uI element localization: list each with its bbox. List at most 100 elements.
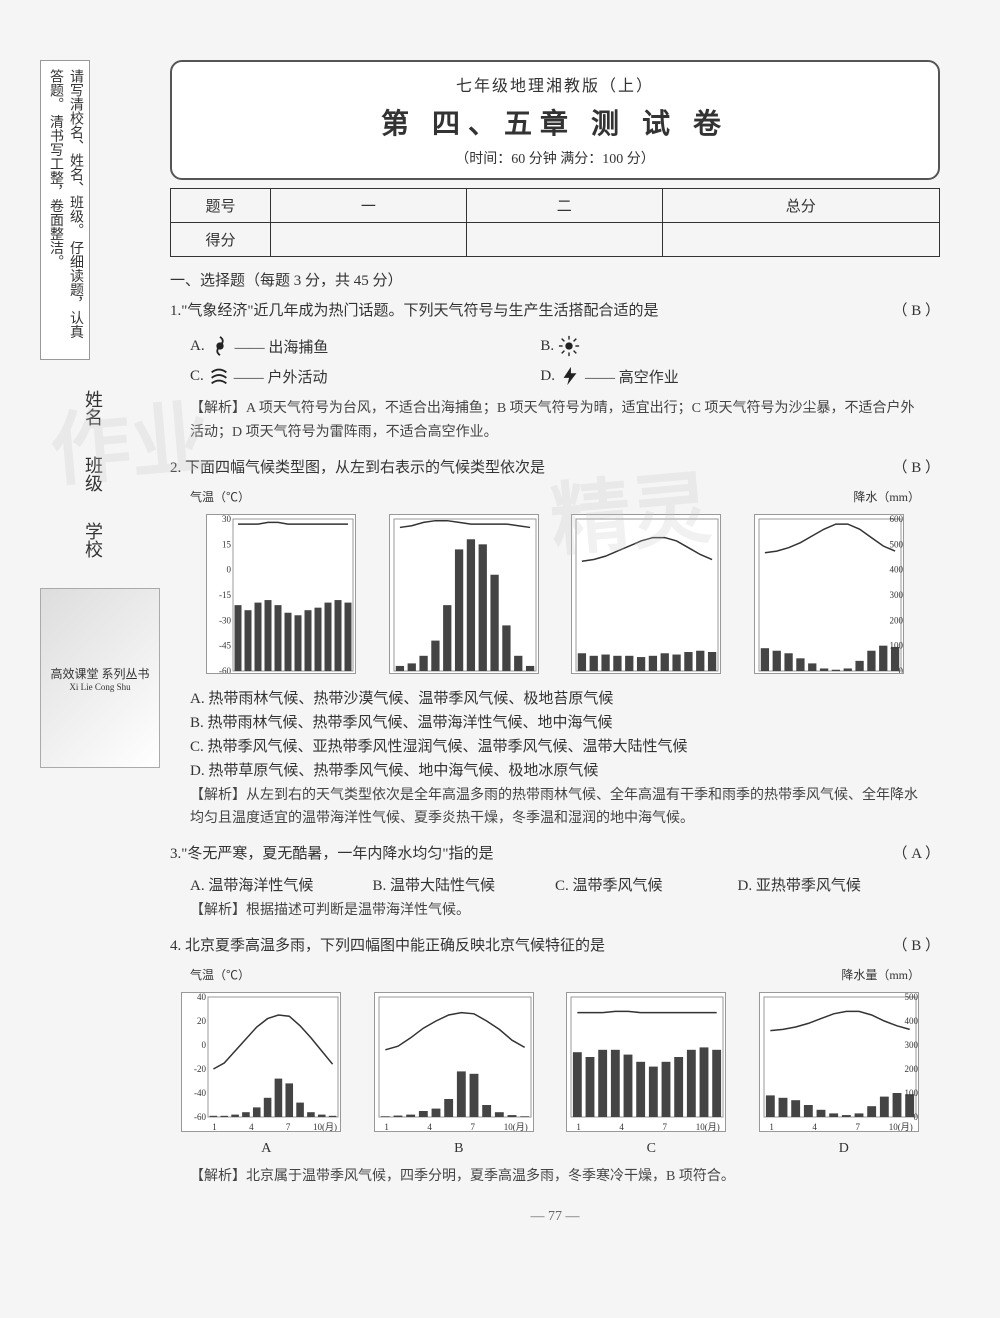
col-header: 二 (466, 189, 662, 223)
svg-text:4: 4 (427, 1122, 432, 1132)
climate-panel: 500400300200100014710(月)D (759, 992, 929, 1157)
svg-text:10(月): 10(月) (313, 1122, 337, 1132)
table-row: 得分 (171, 223, 940, 257)
svg-text:10(月): 10(月) (889, 1122, 913, 1132)
svg-text:200: 200 (889, 615, 903, 625)
climate-chart: 30150-15-30-45-60 (206, 514, 356, 674)
q2-charts: 30150-15-30-45-606005004003002001000 (190, 514, 920, 679)
climate-chart (571, 514, 721, 674)
svg-text:200: 200 (904, 1064, 918, 1074)
sunny-icon (558, 335, 580, 357)
row-label: 得分 (171, 223, 271, 257)
answer: （ A ） (892, 841, 940, 868)
score-cell (662, 223, 939, 257)
score-cell (466, 223, 662, 257)
sandstorm-icon (208, 365, 230, 387)
score-table: 题号 一 二 总分 得分 (170, 188, 940, 257)
question-2: 2. 下面四幅气候类型图，从左到右表示的气候类型依次是 （ B ） (170, 455, 940, 482)
precip-axis-label: 降水量（mm） (841, 966, 920, 983)
svg-text:10(月): 10(月) (696, 1122, 720, 1132)
svg-text:300: 300 (889, 590, 903, 600)
precip-axis-label: 降水（mm） (853, 488, 920, 505)
q2-analysis: 【解析】从左到右的天气类型依次是全年高温多雨的热带雨林气候、全年高温有干季和雨季… (190, 784, 920, 832)
q1-options: A. —— 出海捕鱼 B. C. —— 户外活动 D. —— 高空作业 (190, 331, 920, 391)
header: 七年级地理湘教版（上） 第 四、五章 测 试 卷 （时间：60 分钟 满分：10… (170, 60, 940, 180)
answer: （ B ） (892, 933, 940, 960)
svg-text:1: 1 (384, 1122, 389, 1132)
svg-text:0: 0 (227, 564, 232, 574)
option-d: D. 亚热带季风气候 (738, 874, 921, 895)
header-subject: 七年级地理湘教版（上） (192, 72, 918, 96)
climate-chart: 6005004003002001000 (754, 514, 904, 674)
chart-label: D (759, 1141, 929, 1157)
sidebar: 请写清校名、姓名、班级。 仔细读题，认真答题。 清书写工整，卷面整洁。 姓名 班… (40, 60, 160, 768)
climate-panel: 30150-15-30-45-60 (206, 514, 356, 679)
instructions-box: 请写清校名、姓名、班级。 仔细读题，认真答题。 清书写工整，卷面整洁。 (40, 60, 90, 360)
svg-text:500: 500 (889, 539, 903, 549)
typhoon-icon (209, 335, 231, 357)
svg-text:4: 4 (812, 1122, 817, 1132)
series-badge: 高效课堂 系列丛书 Xi Lie Cong Shu (40, 588, 160, 768)
q3-options: A. 温带海洋性气候 B. 温带大陆性气候 C. 温带季风气候 D. 亚热带季风… (190, 874, 920, 895)
col-header: 总分 (662, 189, 939, 223)
svg-text:7: 7 (286, 1122, 291, 1132)
svg-text:1: 1 (577, 1122, 582, 1132)
header-meta: （时间：60 分钟 满分：100 分） (192, 148, 918, 168)
option-a: A. 热带雨林气候、热带沙漠气候、温带季风气候、极地苔原气候 (190, 687, 960, 708)
q1-analysis: 【解析】A 项天气符号为台风，不适合出海捕鱼；B 项天气符号为晴，适宜出行；C … (190, 397, 920, 445)
chart-label: B (374, 1141, 544, 1157)
svg-text:7: 7 (855, 1122, 860, 1132)
svg-text:400: 400 (889, 564, 903, 574)
page-content: 七年级地理湘教版（上） 第 四、五章 测 试 卷 （时间：60 分钟 满分：10… (170, 60, 940, 1225)
svg-text:10(月): 10(月) (504, 1122, 528, 1132)
question-1: 1."气象经济"近几年成为热门话题。下列天气符号与生产生活搭配合适的是 （ B … (170, 298, 940, 325)
answer: （ B ） (892, 455, 940, 482)
svg-text:1: 1 (769, 1122, 774, 1132)
header-title: 第 四、五章 测 试 卷 (192, 102, 918, 142)
answer: （ B ） (892, 298, 940, 325)
option-b: B. 温带大陆性气候 (373, 874, 556, 895)
q4-analysis: 【解析】北京属于温带季风气候，四季分明，夏季高温多雨，冬季寒冷干燥，B 项符合。 (190, 1165, 920, 1189)
climate-panel: 40200-20-40-6014710(月)A (181, 992, 351, 1157)
col-header: 一 (271, 189, 467, 223)
question-text: 1."气象经济"近几年成为热门话题。下列天气符号与生产生活搭配合适的是 (170, 303, 659, 319)
climate-panel: 6005004003002001000 (754, 514, 904, 679)
svg-text:100: 100 (904, 1088, 918, 1098)
svg-text:7: 7 (663, 1122, 668, 1132)
opt-label: C. (190, 368, 204, 385)
climate-chart: 500400300200100014710(月) (759, 992, 919, 1132)
svg-text:100: 100 (889, 640, 903, 650)
opt-text: —— 高空作业 (585, 366, 679, 387)
climate-panel (389, 514, 539, 679)
svg-text:300: 300 (904, 1040, 918, 1050)
svg-text:4: 4 (249, 1122, 254, 1132)
opt-label: B. (540, 338, 554, 355)
climate-chart: 1 4 7 10(月) (374, 992, 534, 1132)
svg-text:600: 600 (889, 514, 903, 524)
svg-text:0: 0 (913, 1112, 918, 1122)
option-d: D. —— 高空作业 (540, 365, 890, 387)
page-number: — 77 — (170, 1209, 940, 1225)
temp-axis-label: 气温（℃） (190, 490, 250, 504)
svg-text:4: 4 (620, 1122, 625, 1132)
climate-chart (389, 514, 539, 674)
option-d: D. 热带草原气候、热带季风气候、地中海气候、极地冰原气候 (190, 759, 960, 780)
question-text: 3."冬无严寒，夏无酷暑，一年内降水均匀"指的是 (170, 846, 494, 862)
option-a: A. —— 出海捕鱼 (190, 335, 540, 357)
school-field-label: 学校 (40, 522, 106, 558)
series-title: 高效课堂 系列丛书 (50, 665, 149, 682)
q4-charts: 40200-20-40-6014710(月)A14710(月)B14710(月)… (170, 992, 940, 1157)
option-b: B. 热带雨林气候、热带季风气候、温带海洋性气候、地中海气候 (190, 711, 960, 732)
thunder-icon (559, 365, 581, 387)
svg-text:-20: -20 (194, 1064, 206, 1074)
climate-chart: 40200-20-40-6014710(月) (181, 992, 341, 1132)
q3-analysis: 【解析】根据描述可判断是温带海洋性气候。 (190, 899, 920, 923)
svg-text:7: 7 (470, 1122, 475, 1132)
svg-text:-45: -45 (219, 640, 231, 650)
score-cell (271, 223, 467, 257)
svg-text:500: 500 (904, 992, 918, 1002)
option-b: B. (540, 335, 890, 357)
svg-text:-30: -30 (219, 615, 231, 625)
climate-chart: 1 4 7 10(月) (566, 992, 726, 1132)
question-4: 4. 北京夏季高温多雨，下列四幅图中能正确反映北京气候特征的是 （ B ） (170, 933, 940, 960)
